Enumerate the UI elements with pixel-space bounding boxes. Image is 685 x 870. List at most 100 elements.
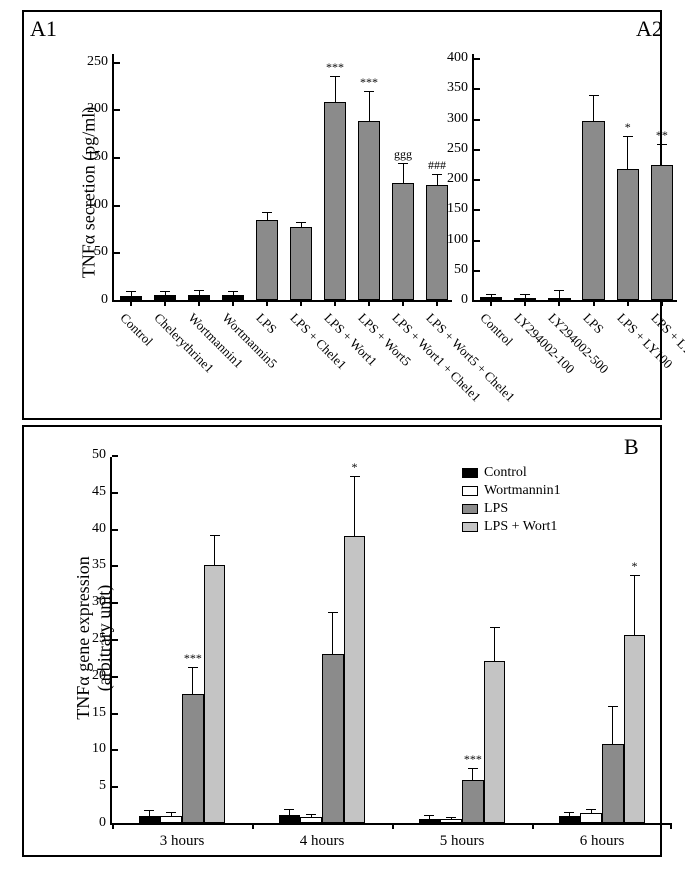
y-tick: 300 xyxy=(447,111,474,127)
error-cap xyxy=(623,136,633,137)
bar xyxy=(300,817,322,823)
bar xyxy=(582,121,604,300)
y-tick: 40 xyxy=(92,521,112,537)
y-tick: 400 xyxy=(447,50,474,66)
y-tick: 0 xyxy=(461,292,474,308)
error-cap xyxy=(630,575,640,576)
figure-root: A1 A2 TNFα secretion (pg/ml) 05010015020… xyxy=(0,0,685,870)
error-bar xyxy=(171,813,172,816)
significance-marker: * xyxy=(352,460,358,475)
x-tick xyxy=(334,300,336,306)
x-label: LPS xyxy=(579,310,606,337)
error-cap xyxy=(446,817,456,818)
y-tick: 350 xyxy=(447,80,474,96)
x-label: Control xyxy=(117,310,156,349)
x-tick xyxy=(661,300,663,306)
bar xyxy=(617,169,639,300)
y-tick: 100 xyxy=(447,232,474,248)
error-bar xyxy=(301,223,302,227)
legend-label: LPS + Wort1 xyxy=(484,519,557,535)
bar xyxy=(462,780,484,823)
y-tick: 25 xyxy=(92,631,112,647)
error-bar xyxy=(369,92,370,121)
error-cap xyxy=(398,163,408,164)
error-cap xyxy=(262,212,272,213)
error-cap xyxy=(589,95,599,96)
bar xyxy=(580,813,602,823)
error-cap xyxy=(210,535,220,536)
error-bar xyxy=(199,291,200,295)
bar xyxy=(182,694,204,823)
y-tick: 0 xyxy=(99,815,112,831)
significance-marker: ** xyxy=(656,128,668,143)
error-cap xyxy=(194,290,204,291)
error-cap xyxy=(144,810,154,811)
bar xyxy=(204,565,226,823)
x-tick xyxy=(392,823,394,829)
y-tick: 50 xyxy=(454,262,474,278)
error-bar xyxy=(491,295,492,297)
error-bar xyxy=(437,175,438,185)
legend-label: Wortmannin1 xyxy=(484,483,561,499)
bar xyxy=(559,816,581,823)
significance-marker: * xyxy=(632,559,638,574)
y-tick: 150 xyxy=(87,149,114,165)
x-tick xyxy=(266,300,268,306)
error-bar xyxy=(525,295,526,299)
error-bar xyxy=(149,811,150,815)
error-cap xyxy=(657,144,667,145)
x-tick xyxy=(232,300,234,306)
bar xyxy=(602,744,624,823)
x-tick xyxy=(593,300,595,306)
significance-marker: *** xyxy=(360,75,378,90)
error-cap xyxy=(328,612,338,613)
x-label: LPS xyxy=(253,310,280,337)
y-tick: 100 xyxy=(87,197,114,213)
x-tick xyxy=(368,300,370,306)
x-tick xyxy=(490,300,492,306)
bar xyxy=(160,816,182,823)
legend-item: Wortmannin1 xyxy=(462,483,561,499)
error-cap xyxy=(364,91,374,92)
significance-marker: *** xyxy=(464,752,482,767)
error-cap xyxy=(520,294,530,295)
bar xyxy=(651,165,673,300)
legend-item: LPS xyxy=(462,501,561,517)
significance-marker: ### xyxy=(428,158,446,173)
error-cap xyxy=(350,476,360,477)
error-bar xyxy=(267,213,268,220)
y-tick: 150 xyxy=(447,201,474,217)
x-label: Control xyxy=(477,310,516,349)
legend-label: LPS xyxy=(484,501,508,517)
legend-swatch xyxy=(462,486,478,496)
bar xyxy=(426,185,448,300)
error-bar xyxy=(569,813,570,816)
error-bar xyxy=(233,292,234,295)
error-cap xyxy=(554,290,564,291)
x-tick xyxy=(198,300,200,306)
x-tick xyxy=(532,823,534,829)
error-cap xyxy=(228,291,238,292)
error-cap xyxy=(296,222,306,223)
error-bar xyxy=(311,815,312,817)
significance-marker: ggg xyxy=(394,147,412,162)
error-cap xyxy=(490,627,500,628)
error-cap xyxy=(586,809,596,810)
error-cap xyxy=(166,812,176,813)
y-tick: 250 xyxy=(447,141,474,157)
error-bar xyxy=(165,292,166,295)
significance-marker: * xyxy=(625,120,631,135)
y-tick: 50 xyxy=(92,447,112,463)
bar xyxy=(344,536,366,823)
x-tick xyxy=(112,823,114,829)
legend-b: ControlWortmannin1LPSLPS + Wort1 xyxy=(462,465,561,537)
y-tick: 45 xyxy=(92,484,112,500)
chart-a2: 050100150200250300350400ControlLY294002-… xyxy=(472,54,677,302)
group-label: 3 hours xyxy=(160,833,205,850)
panel-b: B TNFα gene expression(arbitrary unit) C… xyxy=(22,425,662,857)
y-tick: 250 xyxy=(87,54,114,70)
error-bar xyxy=(634,576,635,635)
bar xyxy=(484,661,506,823)
x-tick xyxy=(627,300,629,306)
legend-item: LPS + Wort1 xyxy=(462,519,561,535)
